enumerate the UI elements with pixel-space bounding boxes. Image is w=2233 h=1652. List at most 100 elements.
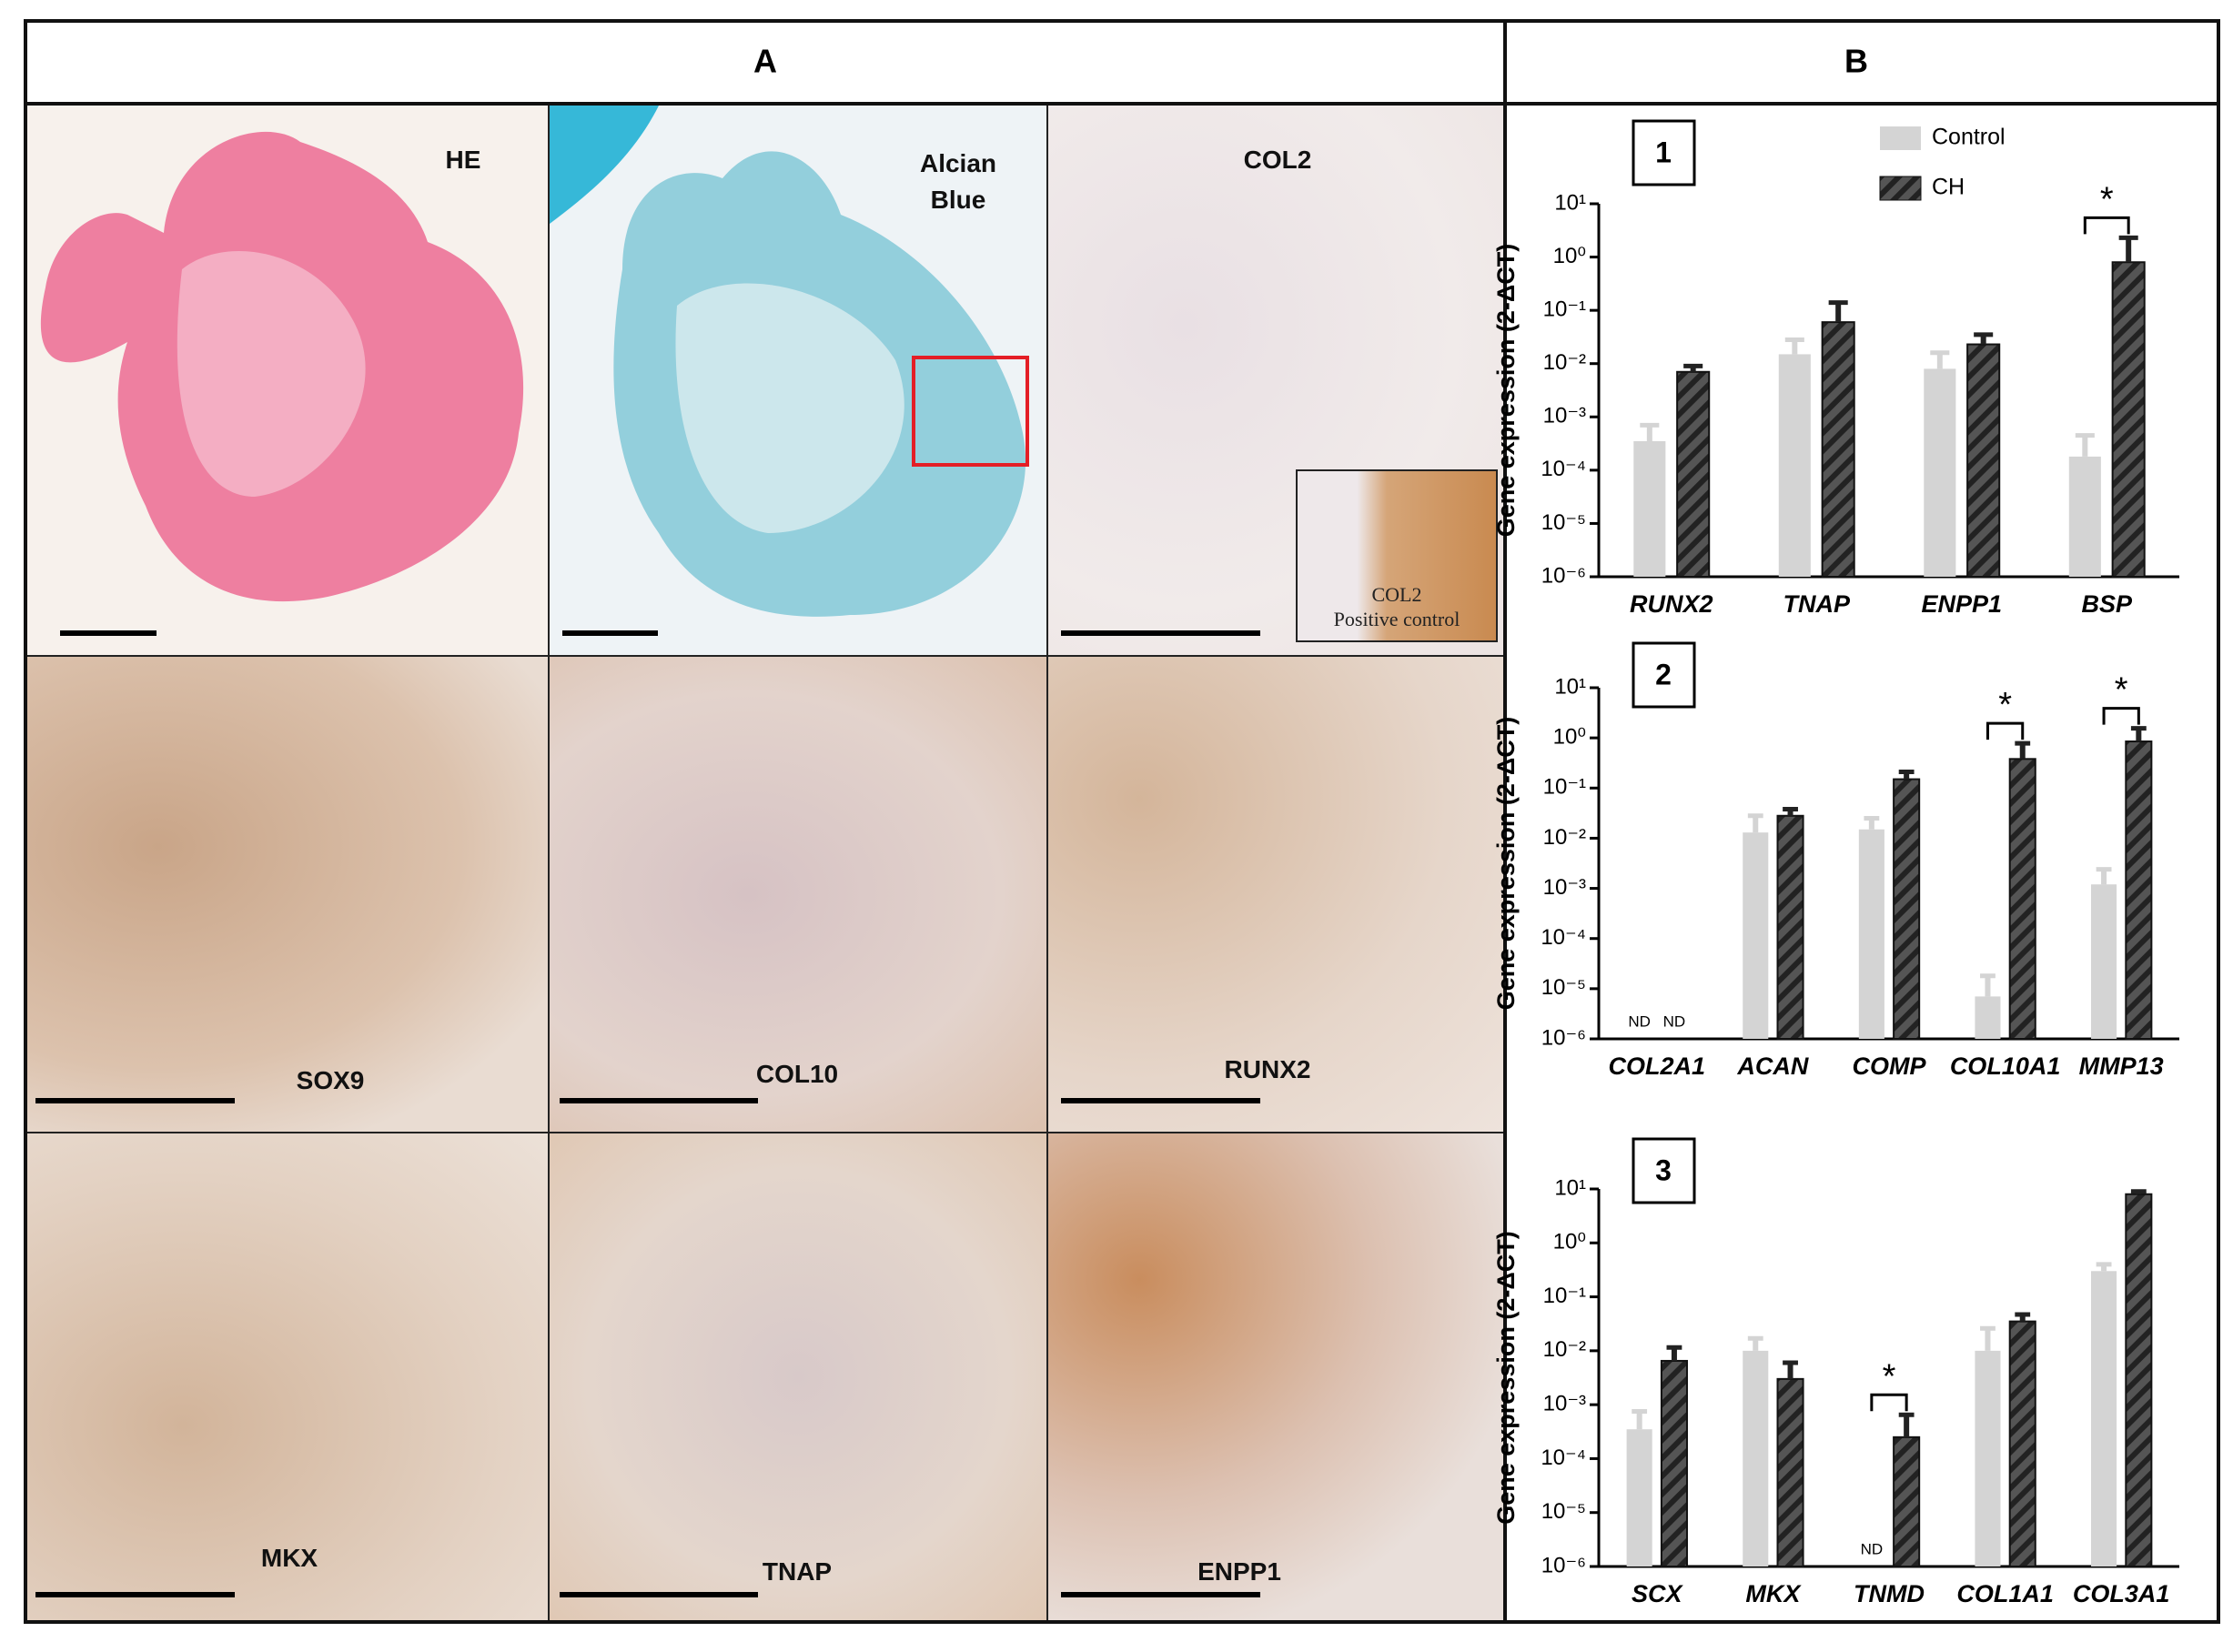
x-tick-label: COL1A1 [1956, 1580, 2054, 1607]
alcian-tissue [550, 106, 1029, 617]
scale-bar [35, 1592, 235, 1597]
significance-label: * [2115, 671, 2128, 710]
y-tick-label: 10¹ [1554, 674, 1586, 699]
significance-bracket [1870, 1393, 1908, 1412]
bar [1893, 778, 1921, 1041]
x-tick-label: MMP13 [2079, 1053, 2164, 1080]
legend-label: Control [1932, 125, 2006, 150]
tnap-image [548, 1132, 1048, 1622]
nd-label: ND [1628, 1012, 1651, 1030]
nd-label: ND [1663, 1012, 1686, 1030]
y-tick-label: 10⁻⁴ [1541, 1446, 1586, 1470]
y-tick-label: 10⁻¹ [1543, 775, 1586, 800]
bar [2068, 456, 2101, 577]
panel-number-box [1632, 119, 1696, 186]
y-tick-label: 10⁻³ [1543, 875, 1586, 900]
y-tick-label: 10⁻² [1543, 825, 1586, 850]
x-tick-label: COL10A1 [1950, 1053, 2061, 1080]
x-tick-label: RUNX2 [1630, 590, 1713, 618]
scale-bar [35, 1098, 235, 1103]
x-tick-label: COL2A1 [1609, 1053, 1706, 1080]
y-tick-label: 10⁻⁴ [1541, 457, 1586, 481]
x-tick-label: TNMD [1854, 1580, 1925, 1607]
y-tick-label: 10⁻¹ [1543, 1284, 1586, 1308]
x-tick-label: COL3A1 [2073, 1580, 2170, 1607]
image-label: SOX9 [296, 1066, 365, 1094]
panel-number: 1 [1655, 136, 1672, 168]
y-tick-label: 10⁰ [1553, 1230, 1586, 1254]
panel-number-box [1632, 641, 1696, 709]
col10-image [548, 655, 1048, 1133]
significance-bracket [2083, 216, 2130, 235]
bar [1778, 354, 1811, 577]
y-tick-label: 10⁻⁶ [1541, 563, 1586, 588]
legend-swatch [1879, 176, 1922, 201]
y-tick-label: 10⁻⁶ [1541, 1553, 1586, 1577]
y-tick-label: 10⁻² [1543, 1337, 1586, 1362]
legend-swatch [1880, 126, 1921, 150]
image-label: Alcian Blue [919, 149, 997, 214]
x-tick-label: BSP [2081, 590, 2133, 618]
y-axis-label: Gene expression (2-ΔCT) [1492, 717, 1520, 1010]
bar [2008, 1320, 2036, 1567]
bar [2111, 261, 2146, 578]
bar [2125, 740, 2153, 1040]
nd-label: ND [1861, 1540, 1884, 1557]
image-label: MKX [260, 1544, 318, 1572]
bar [1966, 343, 2001, 578]
y-tick-label: 10⁻³ [1543, 404, 1586, 428]
x-tick-label: TNAP [1783, 590, 1851, 618]
y-tick-label: 10⁻⁴ [1541, 925, 1586, 950]
significance-label: * [1998, 686, 2012, 724]
image-label: ENPP1 [1197, 1557, 1281, 1586]
significance-bracket [2102, 707, 2140, 725]
bar [1975, 996, 2001, 1039]
he-image [25, 104, 550, 657]
bar [1743, 1350, 1769, 1566]
bar [2008, 758, 2036, 1041]
y-tick-label: 10¹ [1554, 190, 1586, 215]
x-tick-label: ENPP1 [1921, 590, 2002, 618]
bar [1924, 368, 1956, 577]
y-tick-label: 10⁻² [1543, 350, 1586, 375]
y-tick-label: 10⁻⁵ [1541, 1499, 1586, 1524]
image-label: TNAP [762, 1557, 833, 1586]
bar [1676, 370, 1711, 578]
inset-line: Positive control [1333, 608, 1460, 630]
bar [1858, 829, 1884, 1039]
panel-label: B [1844, 43, 1868, 80]
y-axis-label: Gene expression (2-ΔCT) [1492, 244, 1520, 537]
scale-bar [1061, 1098, 1260, 1103]
y-tick-label: 10⁻⁶ [1541, 1025, 1586, 1050]
scale-bar [560, 1098, 758, 1103]
bar [1633, 440, 1666, 577]
panel-label: A [753, 43, 777, 80]
x-tick-label: MKX [1745, 1580, 1802, 1607]
x-tick-label: COMP [1853, 1053, 1927, 1080]
y-tick-label: 10⁻¹ [1543, 297, 1586, 321]
bar [2091, 884, 2117, 1039]
legend-label: CH [1932, 175, 1965, 200]
bar [1660, 1359, 1688, 1568]
y-tick-label: 10⁻³ [1543, 1391, 1586, 1415]
scale-bar [60, 630, 157, 636]
bar [1743, 832, 1769, 1039]
inset-image [1296, 469, 1498, 642]
bar [2125, 1193, 2153, 1567]
y-axis-label: Gene expression (2-ΔCT) [1492, 1231, 1520, 1524]
significance-bracket [1985, 721, 2025, 740]
significance-label: * [1883, 1357, 1896, 1395]
inset-line: COL2 [1371, 583, 1422, 606]
enpp1-image [1046, 1132, 1505, 1622]
y-tick-label: 10⁰ [1553, 724, 1586, 749]
y-tick-label: 10⁻⁵ [1541, 975, 1586, 1000]
he-tissue [40, 131, 524, 602]
panel-number: 3 [1655, 1153, 1672, 1186]
scale-bar [1061, 630, 1260, 636]
image-label: HE [445, 146, 481, 174]
y-tick-label: 10⁻⁵ [1541, 510, 1586, 535]
bar [1776, 1377, 1804, 1567]
bar [2091, 1271, 2117, 1566]
y-tick-label: 10¹ [1554, 1175, 1586, 1200]
